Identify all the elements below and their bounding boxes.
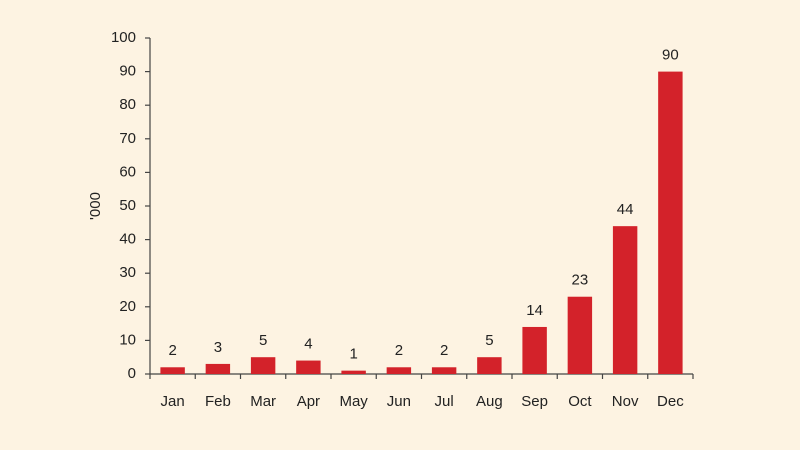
x-tick-label: Feb [205, 393, 231, 410]
y-tick-label: 50 [119, 197, 136, 214]
data-label: 2 [168, 342, 176, 359]
bar [160, 367, 185, 374]
data-label: 5 [485, 332, 493, 349]
bar [567, 296, 593, 374]
data-label: 90 [662, 47, 679, 64]
y-tick-label: 80 [119, 96, 136, 113]
data-label: 23 [572, 272, 589, 289]
y-tick-label: 30 [119, 264, 136, 281]
y-tick-label: 40 [119, 231, 136, 248]
y-tick-label: 90 [119, 63, 136, 80]
data-label: 5 [259, 332, 267, 349]
x-tick-label: Oct [568, 393, 592, 410]
data-label: 2 [395, 342, 403, 359]
x-tick-label: Dec [657, 393, 684, 410]
y-tick-label: 0 [128, 365, 136, 382]
x-tick-label: Jun [387, 393, 411, 410]
data-label: 3 [214, 339, 222, 356]
bar [205, 363, 231, 374]
data-label: 4 [304, 336, 312, 353]
x-tick-label: Mar [250, 393, 276, 410]
x-tick-label: Aug [476, 393, 503, 410]
x-tick-label: Jul [435, 393, 454, 410]
y-tick-label: 70 [119, 130, 136, 147]
bar [431, 367, 457, 374]
y-tick-label: 20 [119, 298, 136, 315]
y-tick-label: 10 [119, 331, 136, 348]
y-tick-label: 100 [111, 29, 136, 46]
x-tick-label: Nov [612, 393, 639, 410]
bar [250, 357, 276, 374]
bar [612, 226, 638, 374]
data-label: 44 [617, 201, 634, 218]
bar [296, 360, 321, 374]
x-tick-label: Jan [161, 393, 185, 410]
bar [477, 357, 502, 374]
bar [522, 326, 547, 374]
data-label: 14 [526, 302, 543, 319]
y-axis-label: '000 [87, 192, 104, 220]
x-tick-label: May [339, 393, 368, 410]
bar [341, 370, 366, 374]
data-label: 1 [349, 346, 357, 363]
bar [386, 367, 412, 374]
y-tick-label: 60 [119, 163, 136, 180]
x-tick-label: Sep [521, 393, 548, 410]
data-label: 2 [440, 342, 448, 359]
x-tick-label: Apr [297, 393, 320, 410]
bar [658, 71, 683, 374]
